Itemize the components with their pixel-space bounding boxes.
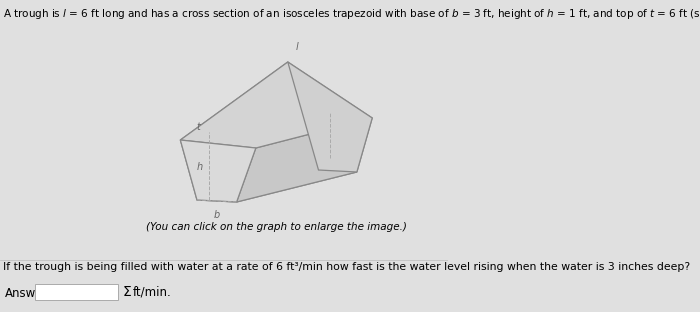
Text: ft/min.: ft/min. bbox=[132, 285, 171, 299]
Bar bbox=[35, 284, 118, 300]
Text: Σ: Σ bbox=[122, 285, 132, 299]
Polygon shape bbox=[181, 62, 318, 200]
Polygon shape bbox=[237, 118, 372, 202]
Polygon shape bbox=[288, 62, 372, 172]
Text: $t$: $t$ bbox=[196, 120, 202, 132]
Text: Answer:: Answer: bbox=[5, 287, 52, 300]
Polygon shape bbox=[181, 62, 372, 148]
Text: If the trough is being filled with water at a rate of 6 ft³/min how fast is the : If the trough is being filled with water… bbox=[4, 262, 690, 272]
Text: (You can click on the graph to enlarge the image.): (You can click on the graph to enlarge t… bbox=[146, 222, 407, 232]
Text: $h$: $h$ bbox=[196, 160, 204, 172]
Text: $l$: $l$ bbox=[295, 40, 300, 52]
Polygon shape bbox=[197, 170, 357, 202]
Polygon shape bbox=[181, 140, 256, 202]
Text: A trough is $l$ = 6 ft long and has a cross section of an isosceles trapezoid wi: A trough is $l$ = 6 ft long and has a cr… bbox=[4, 7, 700, 21]
Text: $b$: $b$ bbox=[213, 208, 220, 220]
